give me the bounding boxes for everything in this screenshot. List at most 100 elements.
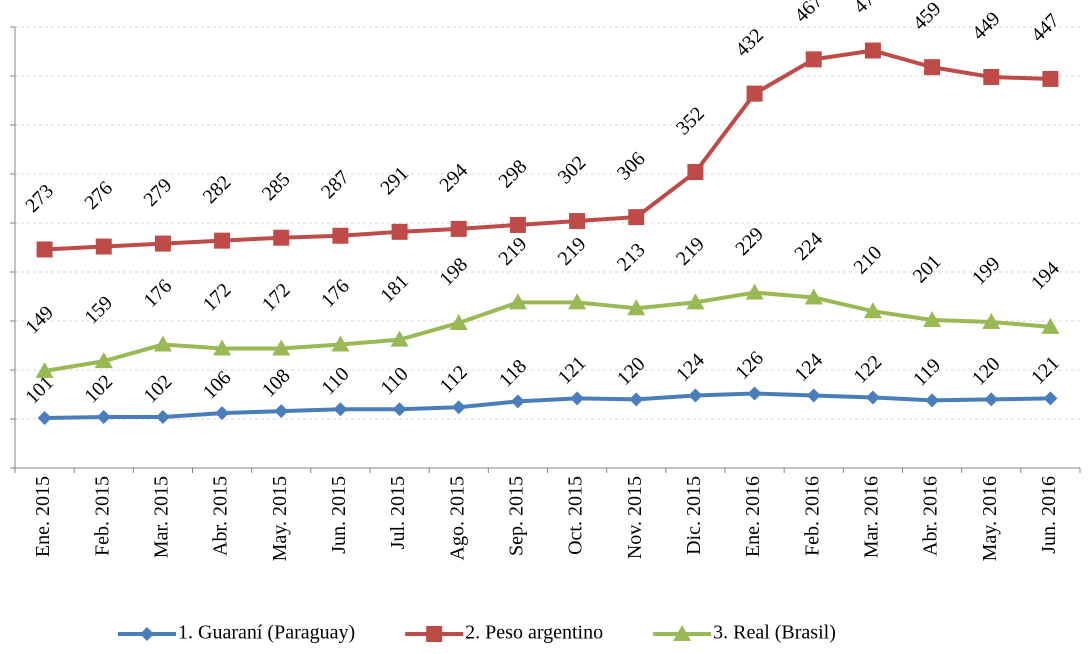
data-label: 122 [850, 351, 887, 388]
marker [390, 330, 409, 347]
data-label: 121 [554, 352, 591, 389]
marker [687, 164, 704, 181]
x-tick-label: Mar. 2016 [861, 476, 883, 558]
series: 273 276 279 282 285 287 291 294 298 302 3063524324… [21, 0, 1064, 258]
marker [509, 216, 526, 233]
marker [272, 339, 291, 356]
data-label: 112 [436, 361, 472, 397]
x-tick-label: Sep. 2015 [506, 476, 528, 556]
marker [450, 220, 467, 237]
marker [273, 229, 290, 246]
data-label: 149 [21, 302, 58, 339]
data-label: 120 [968, 353, 1005, 390]
marker [804, 288, 823, 305]
marker [745, 283, 764, 300]
data-label: 224 [790, 228, 827, 265]
data-label: 467 [790, 0, 827, 27]
data-label: 172 [199, 279, 236, 316]
marker [94, 352, 113, 369]
marker [746, 85, 763, 102]
marker [747, 386, 762, 401]
legend-marker [426, 626, 443, 642]
x-tick-label: Nov. 2015 [624, 476, 646, 559]
data-label: 432 [731, 24, 768, 61]
x-tick-label: Jun. 2016 [1038, 476, 1060, 554]
marker [570, 391, 585, 406]
marker [982, 312, 1001, 329]
marker [36, 241, 53, 258]
marker [213, 339, 232, 356]
data-label: 181 [376, 270, 413, 307]
data-label: 199 [968, 253, 1005, 290]
marker [925, 393, 940, 408]
x-tick-label: Abr. 2015 [210, 476, 232, 556]
marker [155, 410, 170, 425]
marker [35, 361, 54, 378]
legend-marker [673, 625, 692, 641]
x-tick-label: Feb. 2016 [801, 476, 823, 556]
marker [154, 235, 171, 252]
data-label: 110 [376, 363, 412, 399]
legend-item: 1. Guaraní (Paraguay) [118, 622, 355, 644]
marker [332, 227, 349, 244]
marker [627, 299, 646, 316]
marker [686, 293, 705, 310]
data-label: 476 [850, 0, 887, 18]
marker [392, 402, 407, 417]
marker [451, 400, 466, 415]
data-label: 120 [613, 353, 650, 390]
data-label: 194 [1027, 258, 1064, 295]
marker [96, 410, 111, 425]
marker [510, 394, 525, 409]
data-label: 102 [80, 371, 117, 408]
data-label: 229 [731, 223, 768, 260]
data-label: 176 [317, 275, 354, 312]
marker [37, 411, 52, 426]
marker [864, 42, 881, 59]
marker [274, 404, 289, 419]
marker [1043, 391, 1058, 406]
data-label: 352 [672, 103, 709, 140]
data-label: 159 [80, 292, 117, 329]
data-label: 298 [495, 156, 532, 193]
series-line [44, 48, 1051, 252]
marker [1042, 70, 1059, 87]
data-label: 291 [376, 162, 413, 199]
data-label: 279 [140, 174, 177, 211]
marker [333, 402, 348, 417]
legend-label: 2. Peso argentino [465, 622, 603, 644]
data-label: 287 [317, 166, 354, 203]
marker [153, 335, 172, 352]
legend-item: 3. Real (Brasil) [653, 622, 836, 644]
data-label: 102 [140, 371, 177, 408]
legend-marker [140, 627, 154, 641]
x-tick-label: Mar. 2015 [151, 476, 173, 558]
data-label: 176 [140, 275, 177, 312]
x-tick-label: Abr. 2016 [920, 476, 942, 556]
x-tick-label: Ene. 2016 [742, 476, 764, 557]
x-tick-label: Jun. 2015 [328, 476, 350, 554]
data-label: 219 [554, 233, 591, 270]
x-tick-label: Ago. 2015 [446, 476, 468, 560]
data-label: 121 [1027, 352, 1064, 389]
marker [688, 388, 703, 403]
x-tick-label: May. 2016 [979, 476, 1001, 561]
marker [391, 223, 408, 240]
marker [331, 335, 350, 352]
data-label: 273 [21, 180, 58, 217]
series-line [44, 290, 1051, 373]
marker [449, 313, 468, 330]
marker [805, 51, 822, 68]
x-tick-label: Dic. 2015 [683, 476, 705, 555]
data-label: 118 [495, 355, 531, 391]
series: 101 102 102 106 108 110 110 112 118 121 120 124 126 1… [21, 347, 1064, 426]
data-label: 201 [909, 251, 946, 288]
x-tick-label: Feb. 2015 [91, 476, 113, 556]
legend-item: 2. Peso argentino [405, 622, 603, 644]
data-label: 172 [258, 279, 295, 316]
marker [95, 238, 112, 255]
marker [214, 232, 231, 249]
data-label: 124 [790, 349, 827, 386]
data-label: 106 [199, 367, 236, 404]
